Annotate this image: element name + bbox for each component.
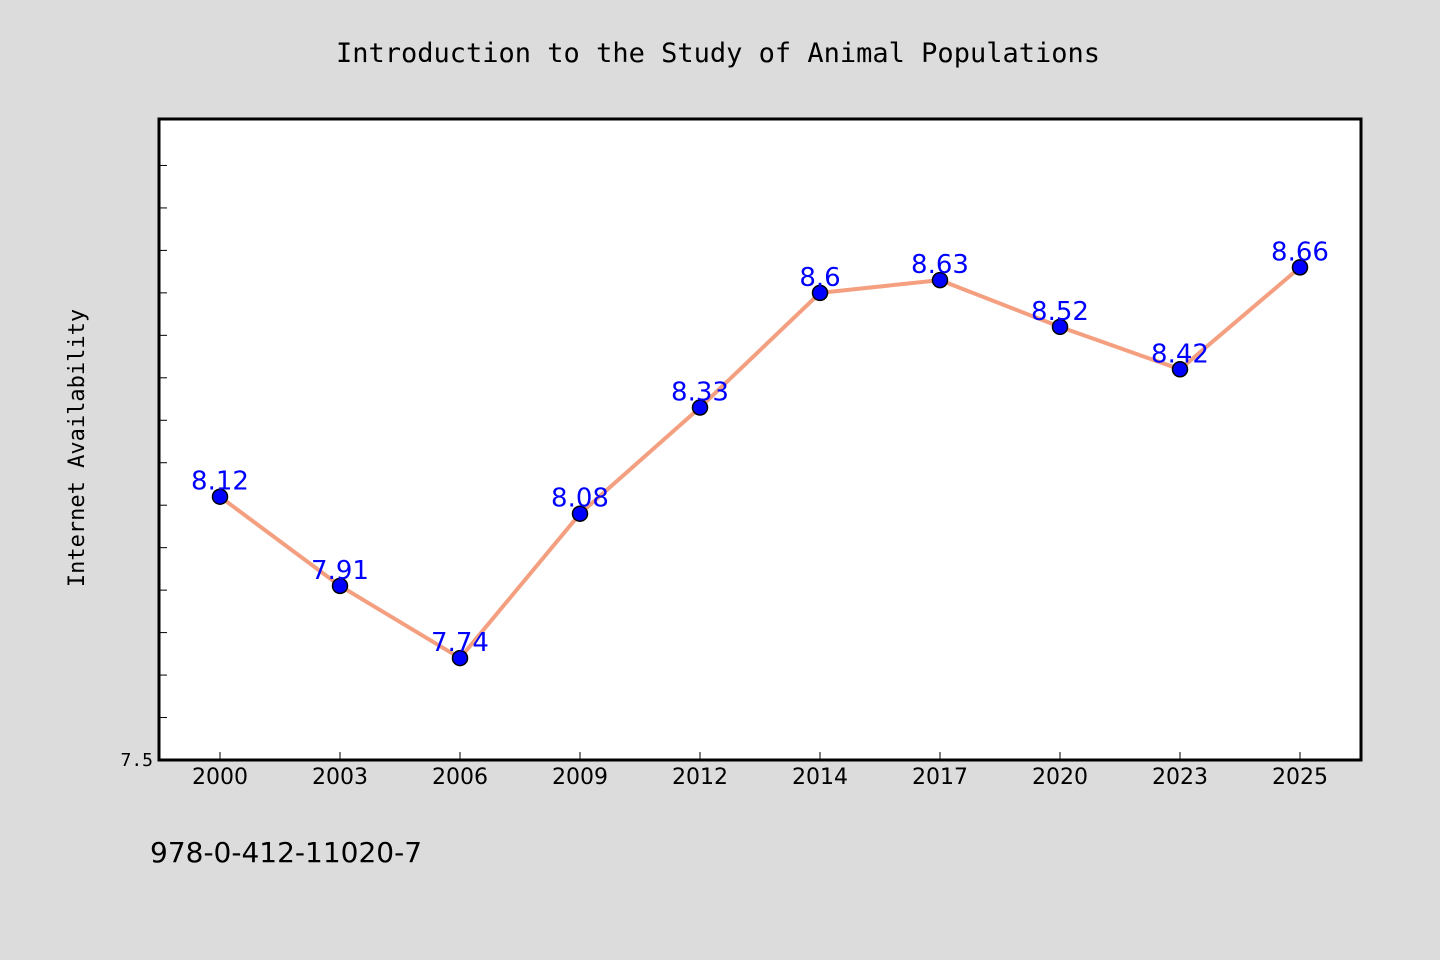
- data-label: 7.91: [311, 556, 369, 586]
- data-point: [211, 488, 229, 505]
- data-point: [331, 577, 349, 595]
- data-label: 8.12: [191, 467, 249, 497]
- x-tick-label: 2000: [192, 765, 248, 790]
- data-point: [571, 505, 589, 522]
- x-tick-label: 2012: [672, 765, 728, 790]
- x-tick-label: 2009: [552, 765, 608, 790]
- x-tick-label: 2017: [912, 765, 968, 790]
- x-axis: 2000 2003 2006 2009 2012 2014 2017 2020 2023 2025: [192, 752, 1328, 790]
- data-point: [1171, 361, 1189, 378]
- y-axis-label: Internet Availability: [65, 309, 90, 587]
- data-label: 8.08: [551, 484, 609, 514]
- isbn-footer: 978-0-412-11020-7: [150, 836, 422, 869]
- data-label: 8.63: [911, 250, 969, 280]
- data-label: 8.52: [1031, 297, 1089, 327]
- data-point: [811, 284, 829, 302]
- data-point: [691, 399, 709, 416]
- data-point: [931, 271, 949, 289]
- plot-area: [157, 117, 1363, 762]
- chart-title: Introduction to the Study of Animal Popu…: [336, 38, 1100, 69]
- series-line: [218, 265, 1302, 661]
- data-point: [451, 649, 469, 667]
- x-tick-label: 2006: [432, 765, 488, 790]
- data-point: [1291, 259, 1309, 276]
- x-tick-label: 2014: [792, 765, 848, 790]
- data-labels: 8.12 7.91 7.74 8.08 8.33 8.6 8.63 8.52 8.42 8.66: [191, 237, 1329, 658]
- y-axis: 7.5: [120, 164, 167, 771]
- data-label: 8.6: [799, 263, 840, 293]
- data-label: 8.33: [671, 378, 729, 408]
- data-label: 8.42: [1151, 339, 1209, 369]
- x-tick-label: 2023: [1152, 765, 1208, 790]
- data-label: 7.74: [431, 628, 489, 658]
- data-label: 8.66: [1271, 237, 1329, 267]
- y-tick-label: 7.5: [120, 750, 153, 771]
- data-point: [1051, 318, 1069, 336]
- series-group: [211, 259, 1309, 667]
- x-tick-label: 2025: [1272, 765, 1328, 790]
- x-tick-label: 2020: [1032, 765, 1088, 790]
- x-tick-label: 2003: [312, 765, 368, 790]
